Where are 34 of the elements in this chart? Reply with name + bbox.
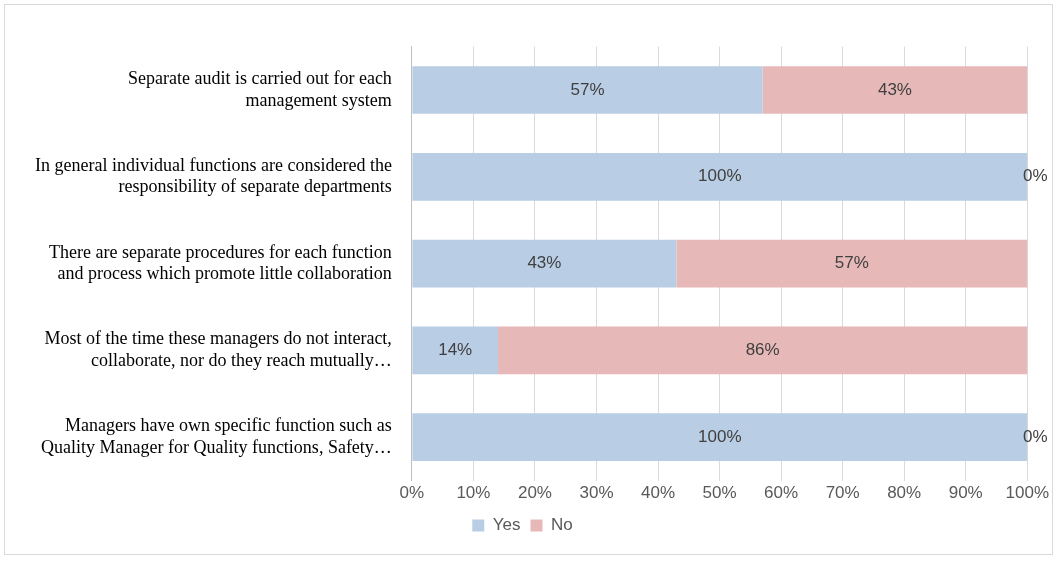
text: 100% [698, 426, 742, 446]
x-tick-label: 30% [579, 483, 614, 503]
bar [412, 239, 677, 288]
x-tick-label: 100% [1005, 483, 1049, 503]
text: 14% [438, 340, 473, 360]
bar [762, 66, 1028, 114]
x-tick-label: 70% [825, 483, 860, 503]
text: 43% [877, 79, 912, 99]
x-tick-label: 10% [456, 483, 491, 503]
y-tick-label: There are separate procedures for each function and process which promote little collaboration [49, 241, 392, 284]
legend-label: Yes [492, 515, 521, 535]
bar [498, 326, 1028, 375]
x-tick-label: 90% [948, 483, 983, 503]
y-tick-label: Managers have own specific function such as Quality Manager for Quality functions, Safety… [40, 415, 392, 457]
bar [412, 66, 763, 114]
x-tick-label: 40% [641, 483, 676, 503]
x-tick-label: 0% [399, 483, 425, 503]
x-tick-label: 60% [764, 483, 799, 503]
text: 0% [1022, 426, 1048, 446]
text: 57% [570, 79, 605, 99]
y-tick-label: In general individual functions are considered the responsibility of separate departments [35, 154, 392, 197]
legend-label: No [551, 515, 573, 535]
x-tick-label: 80% [887, 483, 922, 503]
bar [412, 326, 499, 375]
text: 86% [745, 340, 780, 360]
text: 0% [1022, 166, 1048, 186]
y-tick-label: Most of the time these managers do not interact, collaborate, nor do they reach mutually… [44, 328, 392, 370]
x-tick-label: 50% [702, 483, 737, 503]
y-tick-label: Separate audit is carried out for each management system [128, 67, 392, 110]
bar [676, 239, 1028, 288]
text: 43% [527, 253, 562, 273]
text: 100% [698, 166, 742, 186]
x-tick-label: 20% [517, 483, 552, 503]
text: 57% [834, 253, 869, 273]
